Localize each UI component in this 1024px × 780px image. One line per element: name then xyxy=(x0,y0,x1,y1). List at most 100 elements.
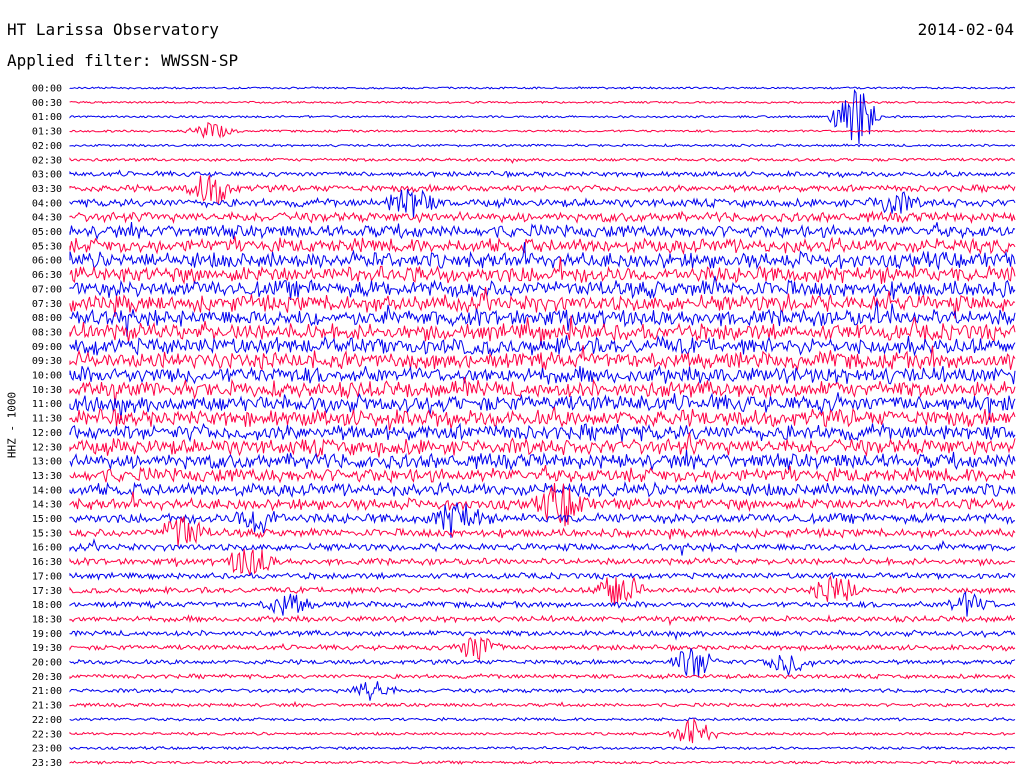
time-tick-label: 08:30 xyxy=(32,327,62,338)
trace-line xyxy=(69,745,1016,751)
trace-line xyxy=(69,256,1016,285)
trace-line xyxy=(69,700,1016,708)
time-tick-label: 01:30 xyxy=(32,127,62,138)
time-tick-label: 00:00 xyxy=(32,84,62,95)
time-tick-label: 22:30 xyxy=(32,729,62,740)
trace-line xyxy=(69,574,1016,606)
time-tick-label: 19:00 xyxy=(32,629,62,640)
time-tick-label: 07:00 xyxy=(32,284,62,295)
trace-line xyxy=(69,717,1016,744)
time-tick-label: 23:00 xyxy=(32,744,62,755)
time-tick-label: 20:30 xyxy=(32,672,62,683)
time-tick-label: 16:30 xyxy=(32,557,62,568)
time-tick-label: 12:00 xyxy=(32,428,62,439)
time-tick-label: 03:00 xyxy=(32,170,62,181)
time-tick-label: 17:00 xyxy=(32,571,62,582)
time-tick-label: 18:30 xyxy=(32,614,62,625)
time-tick-label: 16:00 xyxy=(32,543,62,554)
time-tick-label: 09:00 xyxy=(32,342,62,353)
trace-line xyxy=(69,88,1016,145)
trace-line xyxy=(69,376,1016,405)
trace-line xyxy=(69,648,1016,678)
trace-line xyxy=(69,236,1016,255)
time-tick-label: 11:30 xyxy=(32,414,62,425)
time-tick-label: 11:00 xyxy=(32,399,62,410)
time-tick-label: 20:00 xyxy=(32,658,62,669)
trace-line xyxy=(69,221,1016,241)
trace-line xyxy=(69,345,1016,372)
trace-line xyxy=(69,392,1016,421)
time-tick-label: 02:30 xyxy=(32,155,62,166)
trace-line xyxy=(69,538,1016,556)
time-tick-label: 19:30 xyxy=(32,643,62,654)
time-tick-label: 18:00 xyxy=(32,600,62,611)
time-tick-label: 08:00 xyxy=(32,313,62,324)
trace-line xyxy=(69,86,1016,90)
time-tick-label: 09:30 xyxy=(32,356,62,367)
trace-line xyxy=(69,681,1016,701)
time-tick-label: 23:30 xyxy=(32,758,62,769)
trace-line xyxy=(69,188,1016,219)
time-tick-label: 13:00 xyxy=(32,457,62,468)
date-label: 2014-02-04 xyxy=(917,20,1014,39)
time-tick-label: 06:00 xyxy=(32,256,62,267)
time-tick-label: 14:30 xyxy=(32,500,62,511)
trace-line xyxy=(69,548,1016,576)
chart-title: HT Larissa Observatory xyxy=(7,20,219,39)
trace-line xyxy=(69,716,1016,722)
trace-line xyxy=(69,591,1016,617)
trace-line xyxy=(69,516,1016,547)
time-tick-label: 02:00 xyxy=(32,141,62,152)
time-tick-label: 03:30 xyxy=(32,184,62,195)
trace-line xyxy=(69,300,1016,337)
time-tick-label: 17:30 xyxy=(32,586,62,597)
time-tick-label: 07:30 xyxy=(32,299,62,310)
time-tick-label: 21:30 xyxy=(32,701,62,712)
filter-label: Applied filter: WWSSN-SP xyxy=(7,51,239,70)
trace-line xyxy=(69,449,1016,472)
trace-line xyxy=(69,334,1016,357)
time-tick-label: 12:30 xyxy=(32,442,62,453)
time-tick-label: 05:00 xyxy=(32,227,62,238)
time-tick-label: 14:00 xyxy=(32,485,62,496)
trace-line xyxy=(69,315,1016,346)
trace-line xyxy=(69,422,1016,443)
trace-line xyxy=(69,210,1016,225)
time-tick-label: 10:30 xyxy=(32,385,62,396)
trace-line xyxy=(69,175,1016,204)
time-tick-label: 04:00 xyxy=(32,198,62,209)
trace-line xyxy=(69,636,1016,660)
trace-line xyxy=(69,275,1016,300)
time-tick-label: 00:30 xyxy=(32,98,62,109)
trace-line xyxy=(69,502,1016,538)
time-tick-label: 04:30 xyxy=(32,213,62,224)
trace-line xyxy=(69,122,1016,139)
trace-line xyxy=(69,673,1016,681)
trace-line xyxy=(69,629,1016,641)
trace-line xyxy=(69,286,1016,319)
time-tick-label: 05:30 xyxy=(32,241,62,252)
trace-line xyxy=(69,364,1016,385)
time-tick-label: 15:30 xyxy=(32,528,62,539)
trace-line xyxy=(69,480,1016,498)
time-tick-label: 13:30 xyxy=(32,471,62,482)
trace-line xyxy=(69,157,1015,164)
trace-line xyxy=(69,464,1016,485)
trace-line xyxy=(69,432,1016,458)
trace-line xyxy=(69,614,1016,627)
trace-line xyxy=(69,242,1016,271)
trace-line xyxy=(69,100,1016,104)
trace-line xyxy=(69,760,1016,765)
trace-line xyxy=(69,143,1016,148)
time-tick-label: 15:00 xyxy=(32,514,62,525)
time-tick-label: 06:30 xyxy=(32,270,62,281)
trace-line xyxy=(69,169,1015,179)
trace-line xyxy=(69,571,1016,581)
time-tick-label: 22:00 xyxy=(32,715,62,726)
time-tick-label: 21:00 xyxy=(32,686,62,697)
trace-line xyxy=(69,406,1016,431)
trace-line xyxy=(69,483,1016,527)
time-tick-label: 10:00 xyxy=(32,371,62,382)
time-tick-label: 01:00 xyxy=(32,112,62,123)
